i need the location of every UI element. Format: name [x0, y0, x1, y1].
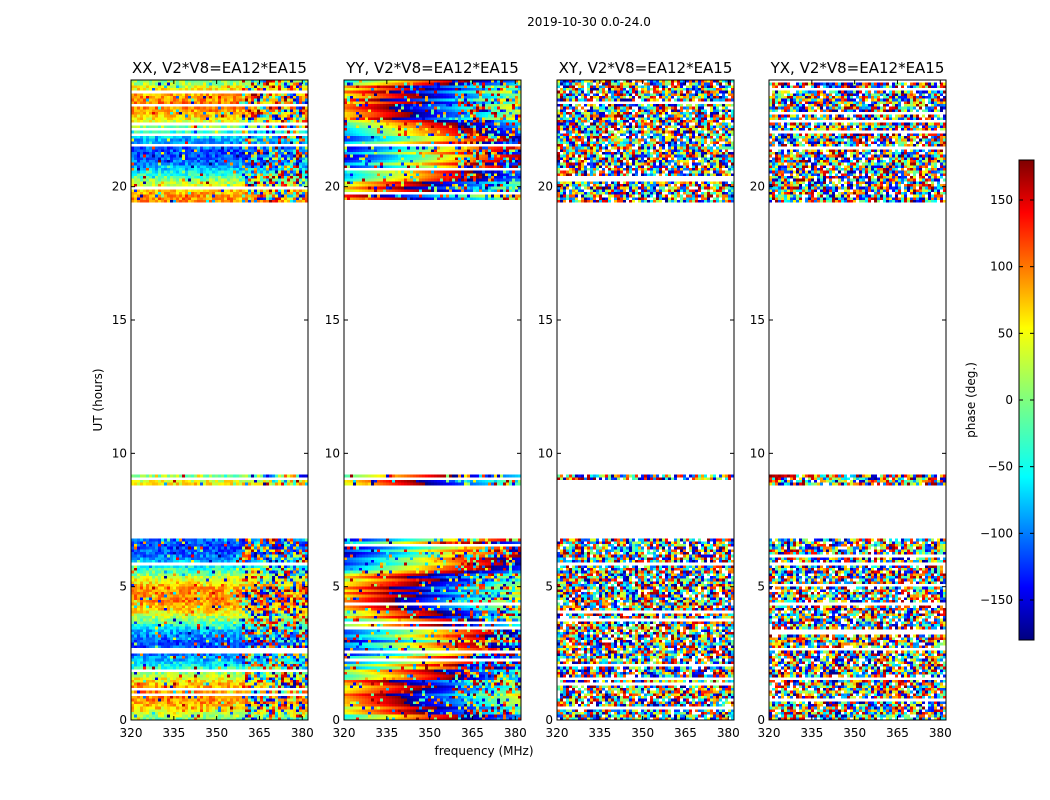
x-tick-label: 320: [758, 726, 781, 740]
panel-frame: [343, 79, 522, 721]
panel-xx: XX, V2*V8=EA12*EA15 320 335 350 365 380 0 5 10 15…: [112, 59, 314, 740]
colorbar-label: phase (deg.): [964, 362, 978, 438]
y-tick-label: 0: [545, 713, 553, 727]
x-tick-label: 335: [162, 726, 185, 740]
x-tick-label: 380: [929, 726, 952, 740]
y-axis-label: UT (hours): [91, 368, 105, 431]
x-axis-label: frequency (MHz): [434, 744, 533, 758]
y-tick-label: 20: [750, 180, 765, 194]
colorbar-tick-label: 50: [998, 326, 1013, 340]
panel-yy: YY, V2*V8=EA12*EA15 320 335 350 365 380 0 5 10 15…: [325, 59, 527, 740]
x-tick-label: 380: [717, 726, 740, 740]
panel-frame: [768, 79, 947, 721]
x-tick-label: 350: [843, 726, 866, 740]
y-tick-label: 20: [112, 180, 127, 194]
panel-xy-heatmap: [557, 80, 734, 720]
panel-frame: [130, 79, 309, 721]
panel-title: XX, V2*V8=EA12*EA15: [132, 59, 307, 77]
y-tick-label: 5: [119, 580, 127, 594]
x-tick-label: 365: [674, 726, 697, 740]
x-tick-label: 320: [333, 726, 356, 740]
y-tick-label: 5: [332, 580, 340, 594]
y-tick-label: 0: [332, 713, 340, 727]
panel-title: YY, V2*V8=EA12*EA15: [345, 59, 519, 77]
panel-xx-heatmap: [131, 80, 308, 720]
y-tick-label: 20: [325, 180, 340, 194]
y-tick-label: 15: [325, 313, 340, 327]
y-tick-label: 15: [750, 313, 765, 327]
x-tick-label: 350: [631, 726, 654, 740]
y-tick-label: 15: [538, 313, 553, 327]
figure-title: 2019-10-30 0.0-24.0: [527, 15, 651, 29]
x-tick-label: 320: [120, 726, 143, 740]
x-tick-label: 335: [375, 726, 398, 740]
panel-yy-heatmap: [344, 80, 521, 720]
panel-yx: YX, V2*V8=EA12*EA15 320 335 350 365 380 0 5 10 15…: [750, 59, 952, 740]
colorbar-tick-label: −100: [980, 526, 1013, 540]
x-tick-label: 380: [291, 726, 314, 740]
x-tick-label: 350: [205, 726, 228, 740]
y-tick-label: 10: [538, 446, 553, 460]
panel-frame: [556, 79, 735, 721]
y-tick-label: 10: [325, 446, 340, 460]
y-tick-label: 10: [750, 446, 765, 460]
colorbar-tick-label: 0: [1005, 393, 1013, 407]
y-tick-label: 10: [112, 446, 127, 460]
panel-yx-heatmap: [769, 80, 946, 720]
colorbar: 150 100 50 0 −50 −100 −150 phase (deg.): [964, 159, 1035, 641]
x-tick-label: 335: [800, 726, 823, 740]
x-tick-label: 365: [461, 726, 484, 740]
x-tick-label: 365: [248, 726, 271, 740]
y-tick-label: 20: [538, 180, 553, 194]
x-tick-label: 335: [588, 726, 611, 740]
colorbar-tick-label: −50: [988, 460, 1013, 474]
x-tick-label: 380: [504, 726, 527, 740]
colorbar-tick-label: 100: [990, 260, 1013, 274]
x-tick-label: 320: [546, 726, 569, 740]
y-tick-label: 5: [545, 580, 553, 594]
panel-title: YX, V2*V8=EA12*EA15: [770, 59, 945, 77]
y-tick-label: 0: [757, 713, 765, 727]
y-tick-label: 15: [112, 313, 127, 327]
x-tick-label: 365: [886, 726, 909, 740]
y-tick-label: 0: [119, 713, 127, 727]
y-tick-label: 5: [757, 580, 765, 594]
panel-title: XY, V2*V8=EA12*EA15: [559, 59, 733, 77]
colorbar-tick-label: 150: [990, 193, 1013, 207]
colorbar-tick-label: −150: [980, 593, 1013, 607]
x-tick-label: 350: [418, 726, 441, 740]
panel-xy: XY, V2*V8=EA12*EA15 320 335 350 365 380 0 5 10 15…: [538, 59, 740, 740]
